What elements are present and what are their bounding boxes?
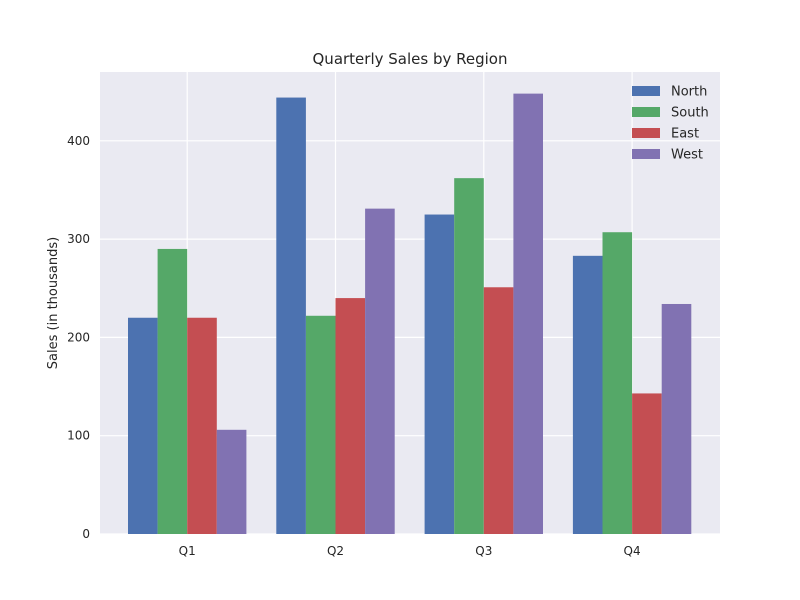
x-tick-label: Q4: [624, 544, 641, 558]
bar-east-q2: [335, 298, 366, 534]
legend-label: West: [671, 148, 703, 163]
legend-label: East: [671, 127, 699, 142]
x-axis-ticks: Q1 Q2 Q3 Q4: [179, 544, 641, 558]
y-axis-label: Sales (in thousands): [46, 237, 61, 369]
y-tick-label: 300: [67, 232, 90, 246]
legend-swatch: [632, 128, 660, 138]
bar-south-q2: [305, 315, 336, 534]
bar-west-q2: [365, 208, 395, 535]
y-tick-label: 100: [67, 429, 90, 443]
bar-west-q1: [216, 429, 247, 534]
legend-label: North: [671, 85, 707, 100]
legend-swatch: [632, 149, 660, 159]
bar-north-q3: [424, 214, 455, 534]
bar-north-q4: [572, 255, 603, 534]
bar-north-q2: [276, 97, 306, 535]
bars: [128, 93, 692, 535]
legend-swatch: [632, 86, 660, 96]
legend-swatch: [632, 107, 660, 117]
bar-west-q3: [513, 93, 543, 534]
x-tick-label: Q3: [475, 544, 492, 558]
bar-south-q1: [157, 248, 188, 535]
x-tick-label: Q2: [327, 544, 344, 558]
bar-east-q1: [187, 317, 217, 534]
y-tick-label: 0: [82, 527, 90, 541]
bar-south-q4: [602, 232, 633, 534]
y-tick-label: 200: [67, 330, 90, 344]
y-tick-label: 400: [67, 134, 90, 148]
bar-east-q3: [483, 287, 514, 534]
legend: North South East West: [632, 85, 709, 163]
bar-south-q3: [454, 178, 484, 535]
chart-title: Quarterly Sales by Region: [313, 50, 508, 68]
x-tick-label: Q1: [179, 544, 196, 558]
y-axis-ticks: 0 100 200 300 400: [67, 134, 90, 541]
bar-west-q4: [661, 303, 692, 534]
bar-east-q4: [632, 393, 662, 534]
legend-label: South: [671, 106, 709, 121]
bar-north-q1: [128, 317, 158, 534]
